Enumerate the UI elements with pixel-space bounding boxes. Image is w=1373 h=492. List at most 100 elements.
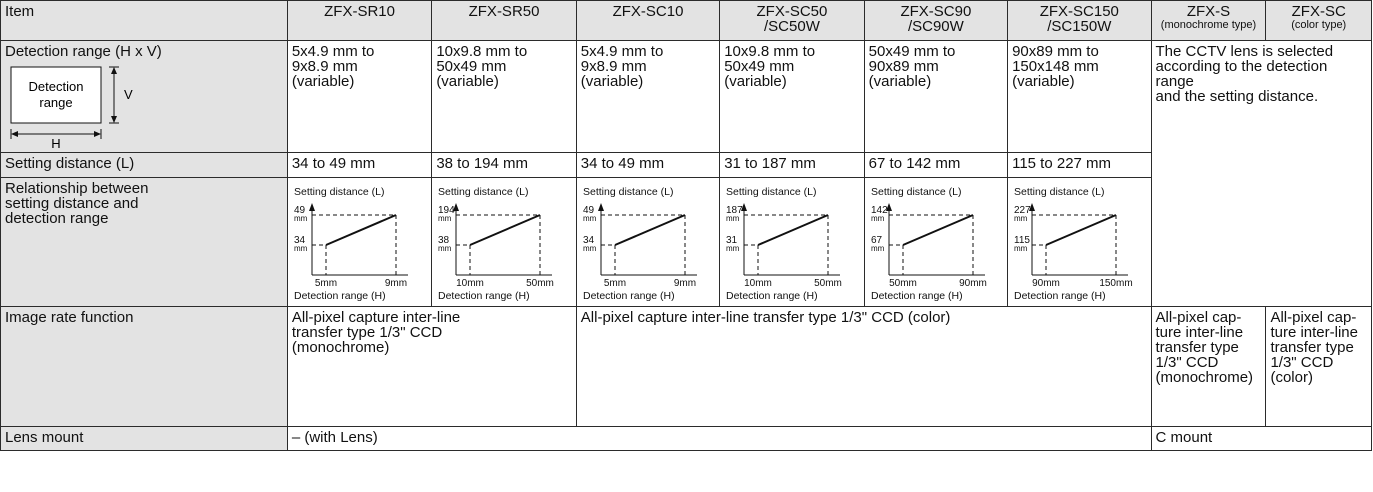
spec-table: Item ZFX-SR10 ZFX-SR50 ZFX-SC10 ZFX-SC50… <box>0 0 1373 451</box>
header-zfx-sc10: ZFX-SC10 <box>575 0 721 41</box>
chart-xtick-high: 150mm <box>1099 278 1132 289</box>
header-row: Item ZFX-SR10 ZFX-SR50 ZFX-SC10 ZFX-SC50… <box>0 0 1372 41</box>
chart-sr50: Setting distance (L) 194 mm 38 mm 10mm 50mm Det… <box>436 183 571 303</box>
chart-xtick-low: 5mm <box>604 278 626 289</box>
chart-ytick-high-unit: mm <box>871 214 885 223</box>
cell-range-sc10: 5x4.9 mm to 9x8.9 mm (variable) <box>575 40 721 153</box>
header-zfx-sc90: ZFX-SC90 /SC90W <box>863 0 1009 41</box>
cell-image-rate-sc: All-pixel cap- ture inter-line transfer … <box>1265 306 1372 427</box>
chart-xtick-high: 50mm <box>814 278 842 289</box>
chart-xtick-high: 9mm <box>674 278 696 289</box>
chart-ytick-low-unit: mm <box>438 244 452 253</box>
cell-chart-sc10: Setting distance (L) 49 mm 34 mm 5mm 9mm Detect… <box>575 177 721 307</box>
row-detection-range: Detection range (H x V) Detection range … <box>0 40 1373 307</box>
chart-series-line <box>325 214 397 246</box>
cell-lens-with-lens: – (with Lens) <box>286 426 1152 451</box>
cell-range-sr50: 10x9.8 mm to 50x49 mm (variable) <box>431 40 577 153</box>
label-detection-range: Detection range (H x V) Detection range … <box>0 40 288 153</box>
chart-xtick-low: 50mm <box>889 278 917 289</box>
header-zfx-sr10: ZFX-SR10 <box>286 0 433 41</box>
chart-xlabel: Detection range (H) <box>871 290 963 302</box>
chart-xtick-low: 5mm <box>315 278 337 289</box>
chart-sc90: Setting distance (L) 142 mm 67 mm 50mm 90mm Det… <box>869 183 1003 303</box>
chart-series-line <box>757 214 829 246</box>
chart-ytick-low: 31 <box>726 235 738 246</box>
chart-ytick-low-unit: mm <box>583 244 597 253</box>
cell-range-sc150: 90x89 mm to 150x148 mm (variable) <box>1007 40 1152 153</box>
chart-ytick-high-unit: mm <box>1014 214 1028 223</box>
chart-ytick-high-unit: mm <box>726 214 740 223</box>
cell-range-sr10: 5x4.9 mm to 9x8.9 mm (variable) <box>286 40 433 153</box>
chart-y-arrow <box>597 203 604 211</box>
row-relationship: Relationship between setting distance an… <box>0 177 1372 307</box>
chart-y-arrow <box>885 203 892 211</box>
cell-chart-sc90: Setting distance (L) 142 mm 67 mm 50mm 90mm Det… <box>863 177 1009 307</box>
chart-ytick-low-unit: mm <box>294 244 308 253</box>
chart-ytick-high: 49 <box>294 205 306 216</box>
chart-ytick-low: 67 <box>871 235 883 246</box>
cell-chart-sr10: Setting distance (L) 49 mm 34 mm 5mm 9mm Detect… <box>286 177 433 307</box>
diagram-box-label-2: range <box>39 95 72 110</box>
chart-series-line <box>614 214 686 246</box>
chart-series-line <box>469 214 541 246</box>
chart-ytick-high-unit: mm <box>583 214 597 223</box>
cell-chart-sc150: Setting distance (L) 227 mm 115 mm 90mm 150mm D… <box>1007 177 1152 307</box>
cell-lens-c-mount: C mount <box>1150 426 1373 451</box>
header-item: Item <box>0 0 288 41</box>
cell-distance-sc90: 67 to 142 mm <box>863 152 1009 178</box>
chart-xtick-high: 9mm <box>385 278 407 289</box>
cell-distance-sr10: 34 to 49 mm <box>286 152 433 178</box>
cell-image-rate-s: All-pixel cap- ture inter-line transfer … <box>1150 306 1267 427</box>
chart-ytick-high: 142 <box>871 205 888 216</box>
chart-sr10: Setting distance (L) 49 mm 34 mm 5mm 9mm Detect… <box>292 183 427 303</box>
detection-range-diagram: Detection range V H <box>10 66 133 149</box>
chart-series-line <box>1045 214 1117 246</box>
chart-ytick-high: 227 <box>1014 205 1031 216</box>
label-lens-mount: Lens mount <box>0 426 288 451</box>
label-relationship: Relationship between setting distance an… <box>0 177 288 307</box>
chart-ylabel: Setting distance (L) <box>726 186 816 198</box>
cell-image-rate-mono: All-pixel capture inter-line transfer ty… <box>286 306 577 427</box>
chart-sc150: Setting distance (L) 227 mm 115 mm 90mm 150mm D… <box>1012 183 1146 303</box>
label-image-rate: Image rate function <box>0 306 288 427</box>
cell-cctv-note: The CCTV lens is selected according to t… <box>1150 40 1373 307</box>
chart-sc50: Setting distance (L) 187 mm 31 mm 10mm 50mm Det… <box>724 183 859 303</box>
chart-ytick-high-unit: mm <box>438 214 452 223</box>
chart-y-arrow <box>308 203 315 211</box>
cell-distance-sc50: 31 to 187 mm <box>719 152 865 178</box>
chart-xtick-high: 90mm <box>959 278 987 289</box>
chart-ytick-low: 34 <box>583 235 595 246</box>
chart-xlabel: Detection range (H) <box>583 290 675 302</box>
row-lens-mount: Lens mount – (with Lens) C mount <box>0 426 1373 451</box>
chart-ytick-low: 115 <box>1014 235 1030 246</box>
chart-ytick-high: 187 <box>726 205 743 216</box>
label-setting-distance: Setting distance (L) <box>0 152 288 178</box>
chart-ytick-high: 49 <box>583 205 595 216</box>
chart-ytick-high: 194 <box>438 205 455 216</box>
chart-sc10: Setting distance (L) 49 mm 34 mm 5mm 9mm Detect… <box>581 183 715 303</box>
cell-chart-sc50: Setting distance (L) 187 mm 31 mm 10mm 50mm Det… <box>719 177 865 307</box>
chart-xtick-high: 50mm <box>526 278 554 289</box>
chart-xlabel: Detection range (H) <box>294 290 386 302</box>
header-zfx-sc: ZFX-SC (color type) <box>1265 0 1372 41</box>
chart-ytick-low: 38 <box>438 235 450 246</box>
row-setting-distance: Setting distance (L) 34 to 49 mm 38 to 1… <box>0 152 1372 178</box>
header-zfx-sr50: ZFX-SR50 <box>431 0 577 41</box>
cell-range-sc50: 10x9.8 mm to 50x49 mm (variable) <box>719 40 865 153</box>
chart-ylabel: Setting distance (L) <box>1014 186 1104 198</box>
chart-ylabel: Setting distance (L) <box>871 186 961 198</box>
cell-distance-sc150: 115 to 227 mm <box>1007 152 1152 178</box>
chart-xtick-low: 10mm <box>456 278 484 289</box>
chart-y-arrow <box>453 203 460 211</box>
cell-distance-sr50: 38 to 194 mm <box>431 152 577 178</box>
chart-ytick-low-unit: mm <box>726 244 740 253</box>
diagram-h-label: H <box>51 136 60 149</box>
chart-xlabel: Detection range (H) <box>438 290 530 302</box>
cell-image-rate-color: All-pixel capture inter-line transfer ty… <box>575 306 1152 427</box>
chart-ytick-low-unit: mm <box>1014 244 1028 253</box>
